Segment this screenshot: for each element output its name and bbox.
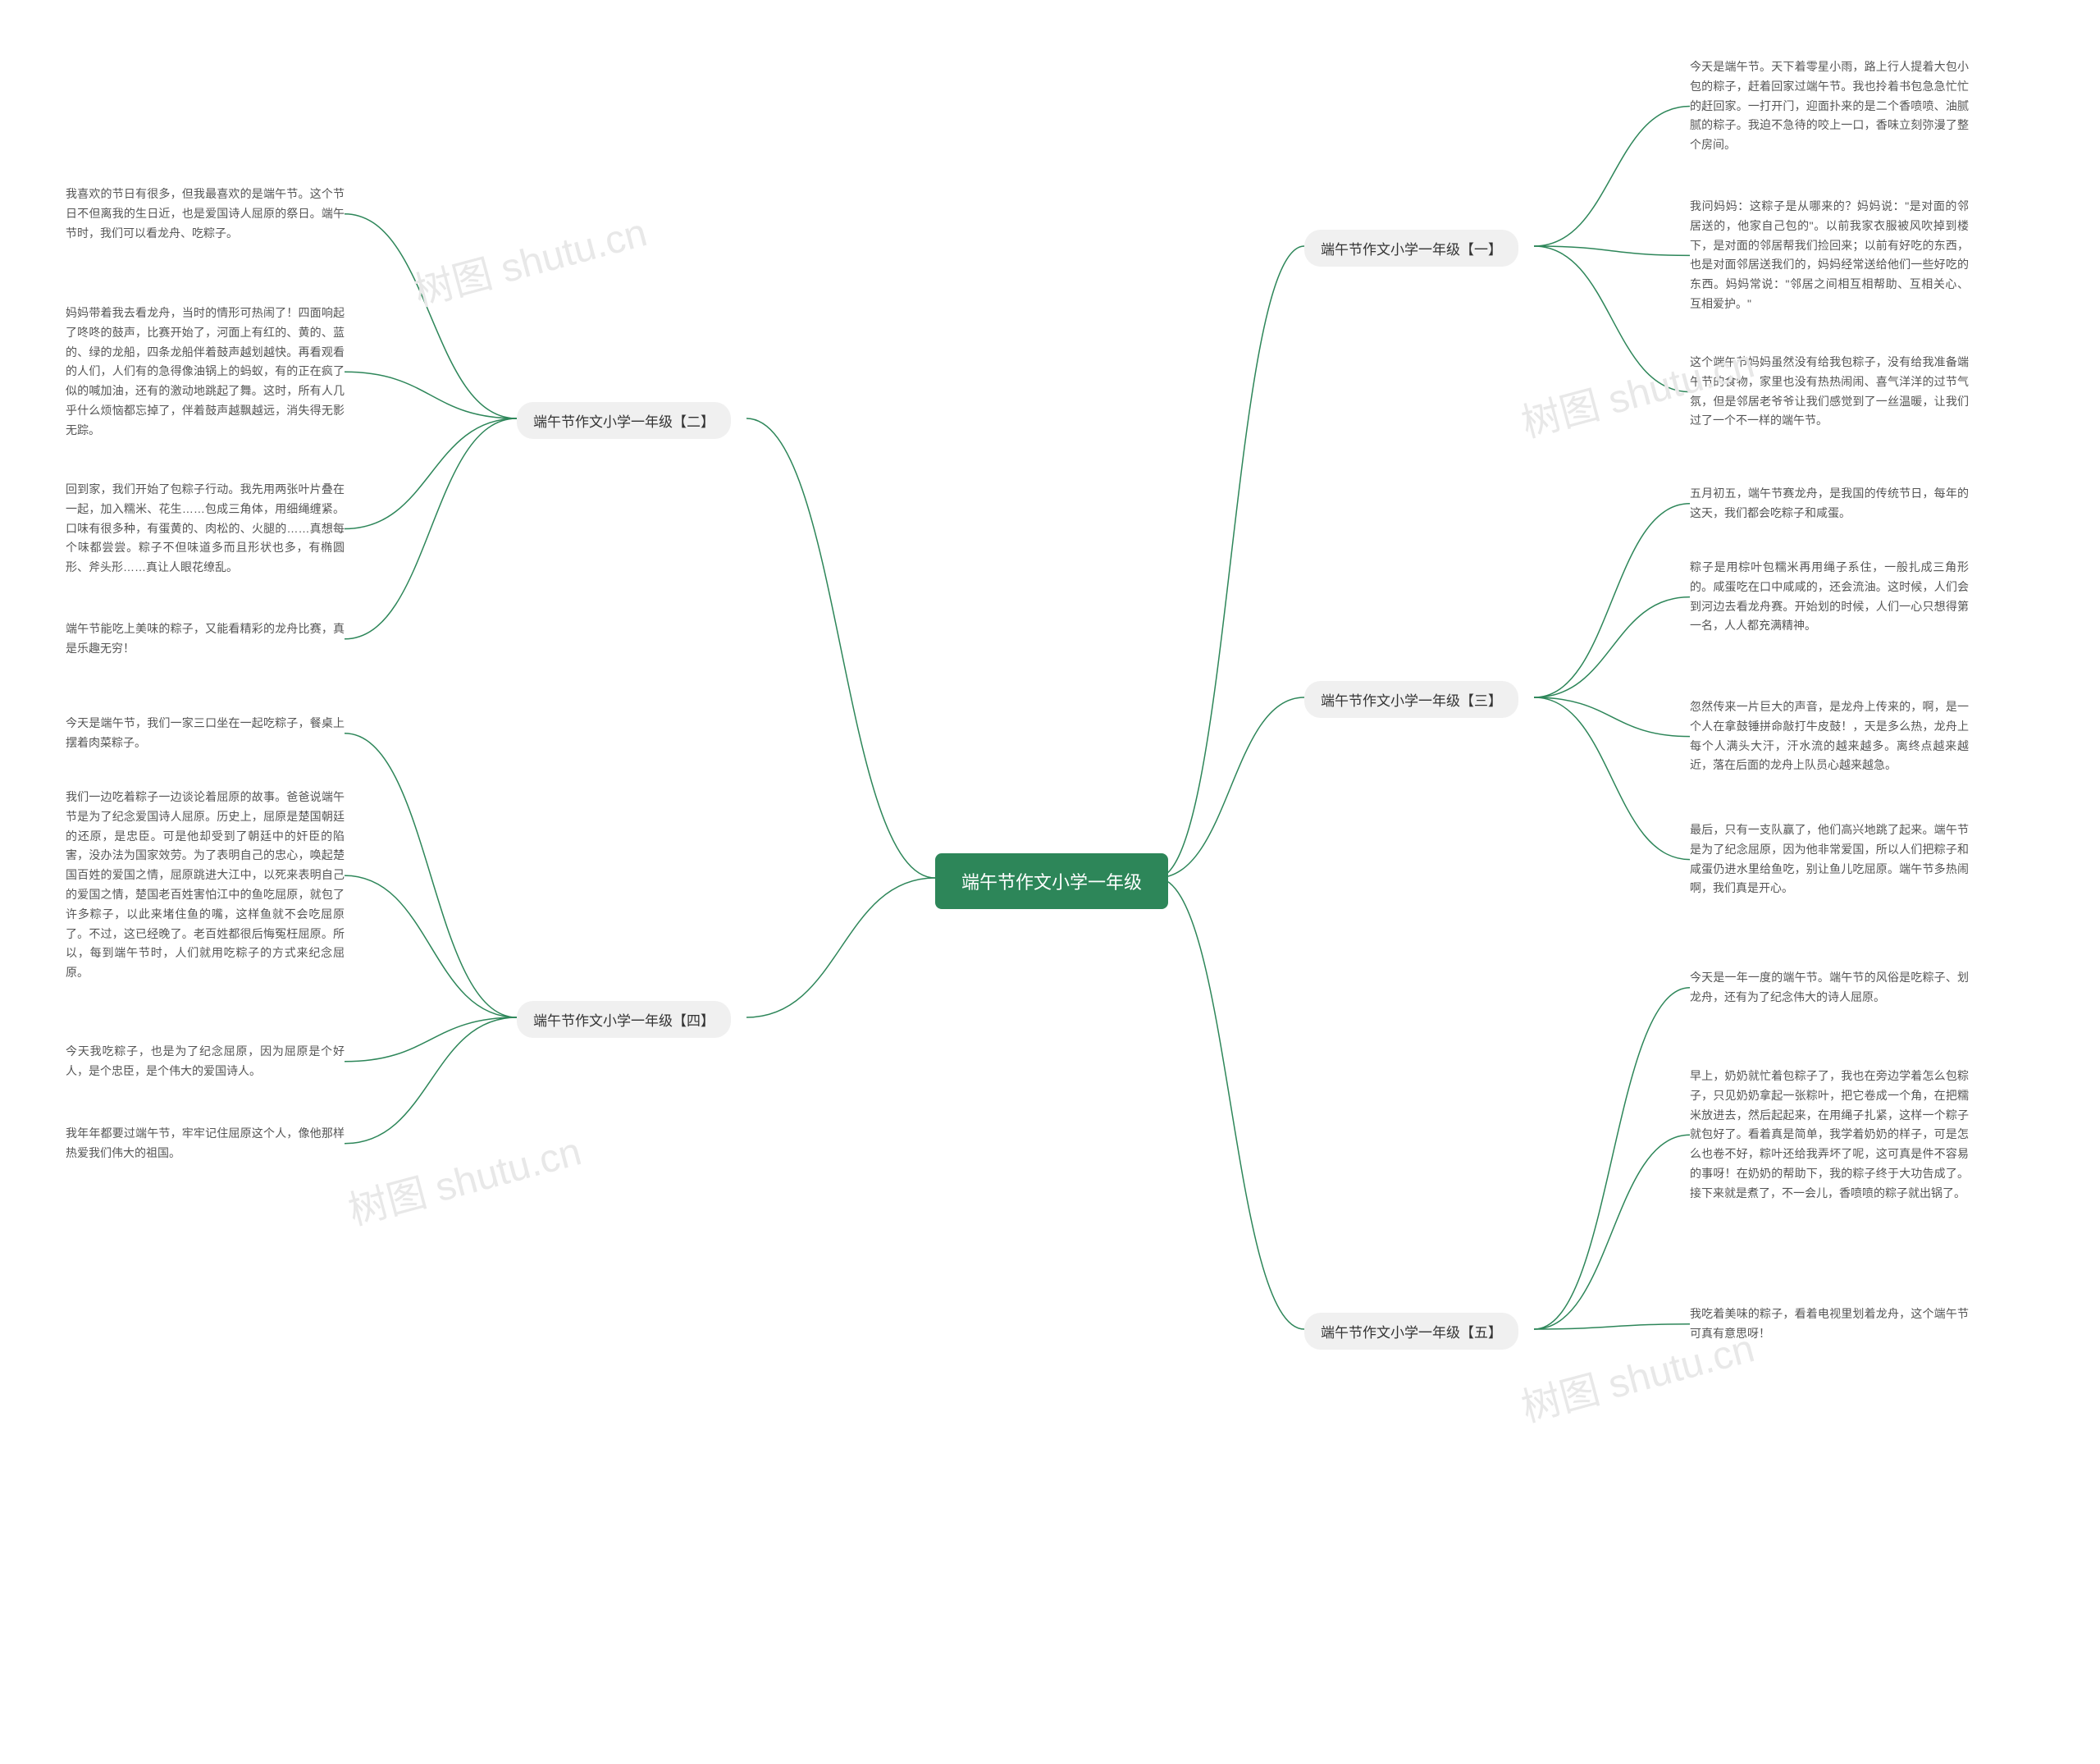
leaf-node: 妈妈带着我去看龙舟，当时的情形可热闹了！四面响起了咚咚的鼓声，比赛开始了，河面上… xyxy=(66,304,345,441)
leaf-node: 今天是端午节，我们一家三口坐在一起吃粽子，餐桌上摆着肉菜粽子。 xyxy=(66,714,345,753)
leaf-node: 我喜欢的节日有很多，但我最喜欢的是端午节。这个节日不但离我的生日近，也是爱国诗人… xyxy=(66,185,345,243)
leaf-node: 我问妈妈：这粽子是从哪来的？妈妈说："是对面的邻居送的，他家自己包的"。以前我家… xyxy=(1690,197,1969,314)
leaf-node: 今天我吃粽子，也是为了纪念屈原，因为屈原是个好人，是个忠臣，是个伟大的爱国诗人。 xyxy=(66,1042,345,1081)
branch-node: 端午节作文小学一年级【一】 xyxy=(1304,230,1518,267)
branch-label: 端午节作文小学一年级【三】 xyxy=(1321,693,1502,709)
branch-label: 端午节作文小学一年级【五】 xyxy=(1321,1325,1502,1341)
leaf-node: 端午节能吃上美味的粽子，又能看精彩的龙舟比赛，真是乐趣无穷！ xyxy=(66,619,345,659)
leaf-node: 早上，奶奶就忙着包粽子了，我也在旁边学着怎么包粽子，只见奶奶拿起一张粽叶，把它卷… xyxy=(1690,1067,1969,1204)
branch-node: 端午节作文小学一年级【四】 xyxy=(517,1001,731,1038)
branch-label: 端午节作文小学一年级【一】 xyxy=(1321,242,1502,258)
center-node: 端午节作文小学一年级 xyxy=(935,853,1168,909)
leaf-node: 最后，只有一支队赢了，他们高兴地跳了起来。端午节是为了纪念屈原，因为他非常爱国，… xyxy=(1690,820,1969,898)
leaf-node: 我年年都要过端午节，牢牢记住屈原这个人，像他那样热爱我们伟大的祖国。 xyxy=(66,1124,345,1163)
branch-label: 端午节作文小学一年级【四】 xyxy=(533,1013,714,1029)
branch-node: 端午节作文小学一年级【三】 xyxy=(1304,681,1518,718)
watermark: 树图 shutu.cn xyxy=(407,200,652,318)
leaf-node: 这个端午节妈妈虽然没有给我包粽子，没有给我准备端午节的食物，家里也没有热热闹闹、… xyxy=(1690,353,1969,431)
leaf-node: 我吃着美味的粽子，看着电视里划着龙舟，这个端午节可真有意思呀！ xyxy=(1690,1305,1969,1344)
branch-node: 端午节作文小学一年级【二】 xyxy=(517,402,731,439)
leaf-node: 今天是端午节。天下着零星小雨，路上行人提着大包小包的粽子，赶着回家过端午节。我也… xyxy=(1690,57,1969,155)
leaf-node: 粽子是用棕叶包糯米再用绳子系住，一般扎成三角形的。咸蛋吃在口中咸咸的，还会流油。… xyxy=(1690,558,1969,636)
watermark: 树图 shutu.cn xyxy=(341,1119,587,1236)
leaf-node: 今天是一年一度的端午节。端午节的风俗是吃粽子、划龙舟，还有为了纪念伟大的诗人屈原… xyxy=(1690,968,1969,1008)
leaf-node: 我们一边吃着粽子一边谈论着屈原的故事。爸爸说端午节是为了纪念爱国诗人屈原。历史上… xyxy=(66,788,345,983)
center-label: 端午节作文小学一年级 xyxy=(961,872,1142,893)
leaf-node: 五月初五，端午节赛龙舟，是我国的传统节日，每年的这天，我们都会吃粽子和咸蛋。 xyxy=(1690,484,1969,523)
leaf-node: 忽然传来一片巨大的声音，是龙舟上传来的，啊，是一个人在拿鼓锤拼命敲打牛皮鼓！，天… xyxy=(1690,697,1969,775)
branch-node: 端午节作文小学一年级【五】 xyxy=(1304,1313,1518,1350)
leaf-node: 回到家，我们开始了包粽子行动。我先用两张叶片叠在一起，加入糯米、花生……包成三角… xyxy=(66,480,345,578)
branch-label: 端午节作文小学一年级【二】 xyxy=(533,414,714,430)
